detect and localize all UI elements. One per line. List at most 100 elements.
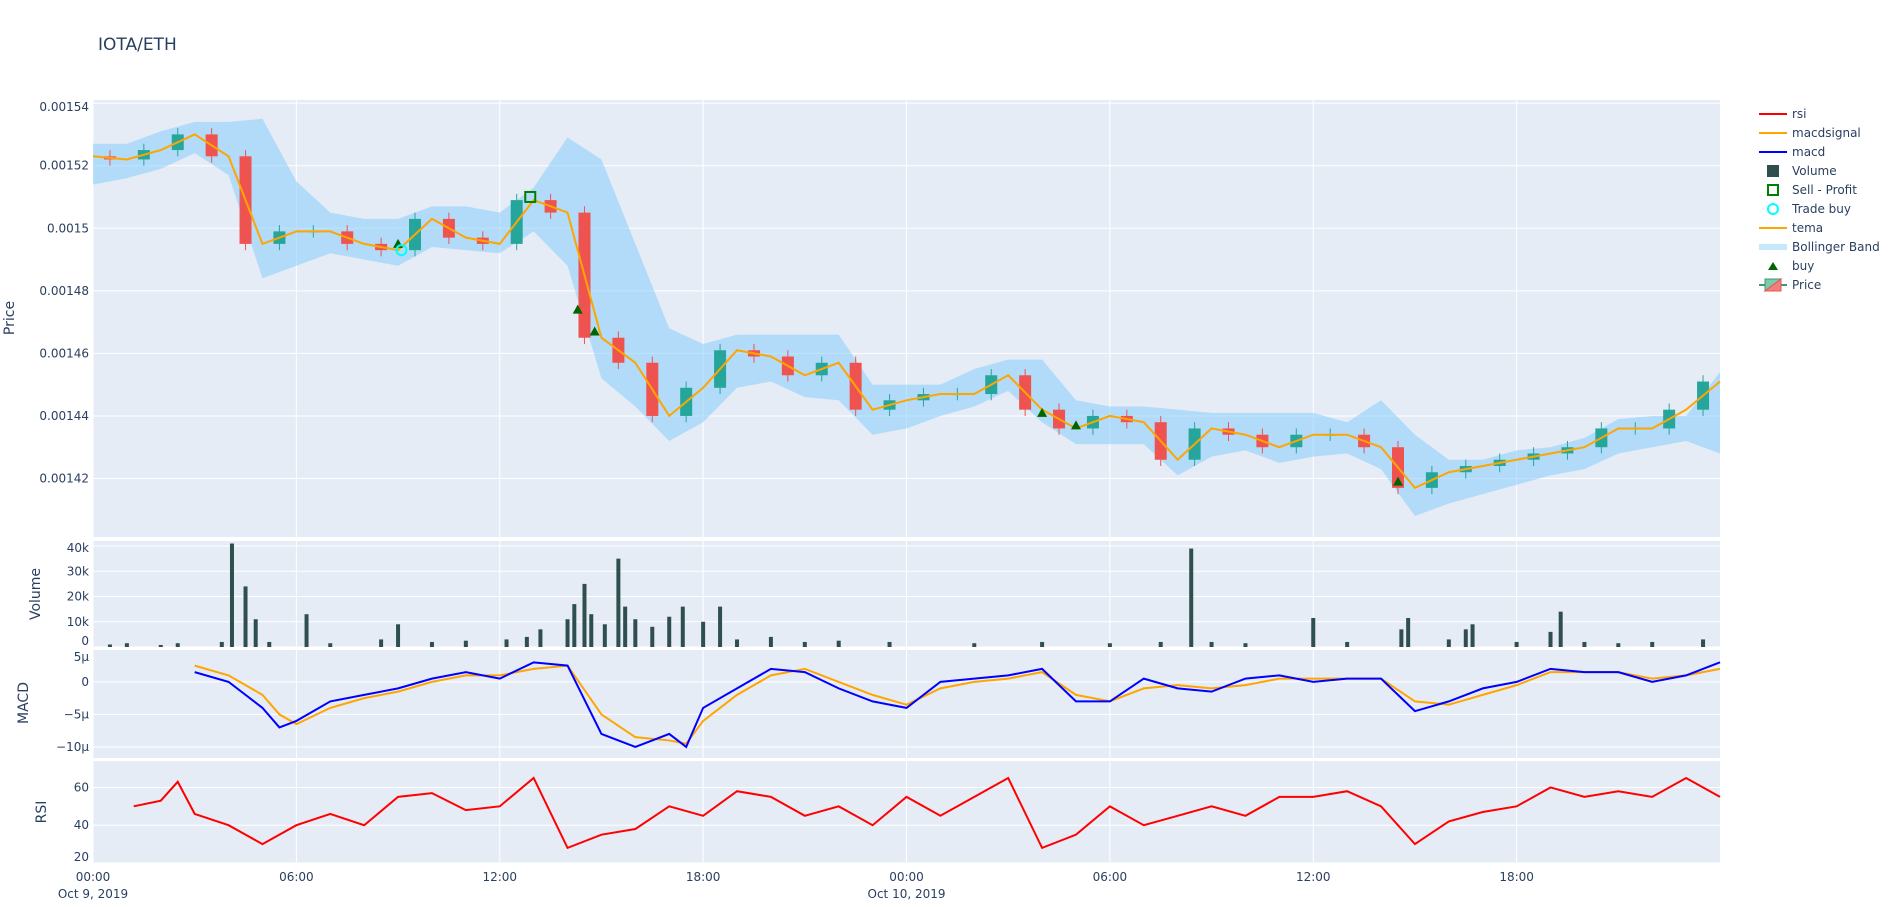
x-tick-label: 12:00 (1296, 870, 1331, 884)
volume-bar (158, 644, 163, 647)
price-tick-label: 0.00148 (39, 284, 89, 298)
macd-tick-label: 0 (81, 675, 89, 689)
volume-bar (972, 643, 977, 647)
price-tick-label: 0.00144 (39, 409, 89, 423)
volume-bar (680, 606, 685, 647)
volume-bar (1406, 617, 1411, 647)
volume-bar (1107, 643, 1112, 647)
volume-bar (538, 629, 543, 647)
volume-bar (701, 621, 706, 647)
legend-band-icon (1759, 244, 1787, 250)
x-tick-label: 06:00 (1093, 870, 1128, 884)
volume-bar (504, 639, 509, 647)
buy-marker (572, 304, 583, 314)
legend-label: buy (1792, 259, 1814, 273)
volume-bar (524, 636, 529, 647)
volume-bar (1701, 639, 1706, 647)
price-tick-label: 0.00146 (39, 346, 89, 360)
legend-item-rsi: rsi (1759, 107, 1807, 121)
volume-bar (602, 624, 607, 647)
volume-bar (887, 641, 892, 647)
x-tick-date: Oct 10, 2019 (868, 887, 946, 901)
tema-line (92, 133, 1721, 490)
volume-bar (667, 616, 672, 647)
legend-item-price: Price (1759, 278, 1821, 292)
volume-tick-label: 20k (67, 590, 89, 604)
rsi-tick-label: 40 (74, 818, 89, 832)
volume-bar (1582, 641, 1587, 647)
volume-bar (379, 639, 384, 647)
buy-marker (589, 326, 600, 336)
volume-bar (1345, 641, 1350, 647)
volume-bar (429, 641, 434, 647)
legend-label: Bollinger Band (1792, 240, 1880, 254)
macd-axis-title: MACD (16, 682, 32, 724)
legend-triangle-icon (1768, 262, 1778, 270)
volume-bar (396, 624, 401, 647)
volume-bar (836, 640, 841, 647)
volume-bar (650, 626, 655, 647)
legend-item-tema: tema (1759, 221, 1823, 235)
legend-square-icon (1767, 165, 1779, 177)
volume-bar (229, 543, 234, 647)
legend-item-macdsignal: macdsignal (1759, 126, 1861, 140)
x-tick-label: 06:00 (279, 870, 314, 884)
volume-bar (124, 643, 129, 647)
trade-buy-marker (395, 244, 408, 257)
volume-bar (328, 643, 333, 647)
x-tick-label: 18:00 (686, 870, 721, 884)
bollinger-band (93, 118, 1720, 517)
macdsignal-line (194, 664, 1721, 745)
volume-bar (633, 619, 638, 647)
sell-profit-marker (524, 190, 537, 203)
volume-bar (1616, 643, 1621, 647)
volume-tick-label: 0 (81, 634, 89, 648)
volume-bar (572, 604, 577, 647)
legend-label: rsi (1792, 107, 1807, 121)
volume-bar (463, 640, 468, 647)
x-tick-label: 18:00 (1499, 870, 1534, 884)
volume-bar (565, 619, 570, 647)
volume-bar (1209, 641, 1214, 647)
volume-bar (1040, 641, 1045, 647)
volume-bar (175, 643, 180, 647)
volume-bar (267, 641, 272, 647)
legend-item-macd: macd (1759, 145, 1825, 159)
volume-bar (1158, 641, 1163, 647)
legend-label: macd (1792, 145, 1825, 159)
legend-square-open-icon (1767, 184, 1779, 196)
volume-bar (1558, 611, 1563, 647)
volume-bar (1243, 643, 1248, 647)
volume-bar (219, 641, 224, 647)
volume-bar (589, 614, 594, 647)
macd-line (194, 661, 1721, 749)
volume-tick-label: 10k (67, 615, 89, 629)
legend-candle-down-icon (1763, 278, 1782, 292)
legend-label: Volume (1792, 164, 1837, 178)
volume-tick-label: 30k (67, 564, 89, 578)
buy-marker (1037, 407, 1048, 417)
macd-tick-label: 5µ (74, 650, 90, 664)
volume-bar (1514, 641, 1519, 647)
legend-item-volume: Volume (1767, 164, 1837, 178)
legend-label: Sell - Profit (1792, 183, 1857, 197)
volume-bar (243, 586, 248, 647)
price-tick-label: 0.00152 (39, 159, 89, 173)
price-tick-label: 0.00154 (39, 100, 89, 114)
price-tick-label: 0.00142 (39, 472, 89, 486)
volume-bar (107, 644, 112, 647)
macd-tick-label: −10µ (56, 740, 89, 754)
legend-item-buy: buy (1768, 259, 1814, 273)
x-tick-label: 00:00 (889, 870, 924, 884)
rsi-tick-label: 20 (74, 850, 89, 864)
legend-item-sell-profit: Sell - Profit (1767, 183, 1857, 197)
volume-bar (1189, 548, 1194, 647)
volume-axis-title: Volume (28, 568, 44, 620)
rsi-tick-label: 60 (74, 780, 89, 794)
volume-bar (253, 619, 258, 647)
buy-marker (1392, 476, 1403, 486)
legend-label: macdsignal (1792, 126, 1861, 140)
rsi-line (133, 776, 1721, 850)
volume-bar (623, 606, 628, 647)
